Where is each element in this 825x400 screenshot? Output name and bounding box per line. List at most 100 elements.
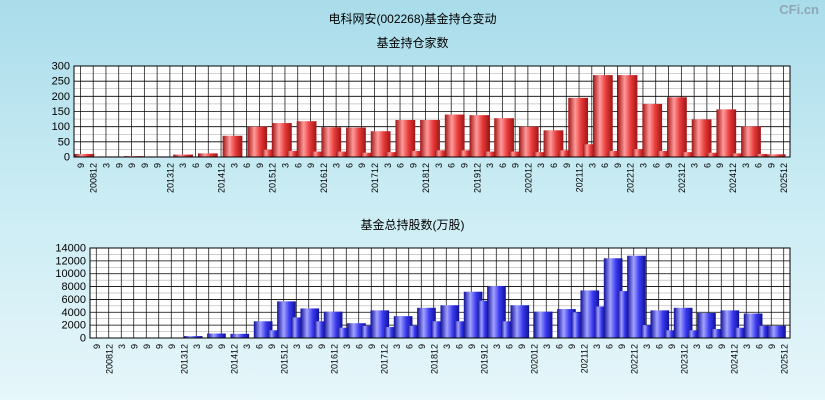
- bar: [296, 121, 317, 157]
- x-tick-label: 9: [511, 163, 521, 168]
- x-tick-label: 9: [317, 344, 327, 349]
- bar-secondary: [360, 152, 373, 157]
- y-tick-label: 6000: [62, 294, 86, 306]
- bar-secondary: [734, 327, 745, 338]
- x-tick-label: 6: [604, 344, 614, 349]
- x-tick-label: 9: [717, 344, 727, 349]
- bar-secondary: [484, 151, 496, 157]
- x-tick-label: 3: [442, 344, 452, 349]
- bar: [444, 114, 465, 157]
- x-tick-label: 202212: [629, 344, 639, 374]
- bar: [370, 131, 391, 157]
- x-tick-label: 6: [404, 344, 414, 349]
- x-tick-label: 9: [613, 163, 623, 168]
- bar-secondary: [641, 325, 652, 338]
- x-tick-label: 202312: [677, 163, 687, 193]
- x-tick-label: 201812: [421, 163, 431, 193]
- watermark-logo: CFi.cn: [779, 2, 819, 17]
- chart-title: 基金持仓家数: [376, 35, 448, 50]
- x-tick-label: 3: [741, 163, 751, 168]
- x-tick-label: 9: [567, 344, 577, 349]
- x-tick-label: 201412: [217, 163, 227, 193]
- x-tick-label: 6: [447, 163, 457, 168]
- bar-secondary: [291, 317, 302, 338]
- bar-secondary: [664, 330, 675, 338]
- x-tick-label: 6: [754, 163, 764, 168]
- x-tick-label: 9: [255, 163, 265, 168]
- y-tick-label: 0: [64, 152, 70, 164]
- x-tick-label: 6: [704, 344, 714, 349]
- x-tick-label: 9: [357, 163, 367, 168]
- x-tick-label: 6: [204, 344, 214, 349]
- bar: [667, 97, 687, 157]
- x-tick-label: 3: [117, 344, 127, 349]
- x-tick-label: 6: [191, 163, 201, 168]
- x-tick-label: 201712: [370, 163, 380, 193]
- x-tick-label: 9: [154, 344, 164, 349]
- bar-secondary: [594, 306, 605, 338]
- chart-title: 基金总持股数(万股): [361, 217, 465, 232]
- x-tick-label: 9: [153, 163, 163, 168]
- x-tick-label: 202312: [679, 344, 689, 374]
- x-tick-label: 202012: [529, 344, 539, 374]
- bar: [518, 126, 539, 157]
- bar-secondary: [385, 152, 397, 157]
- x-tick-label: 201512: [279, 344, 289, 374]
- bar: [765, 154, 786, 157]
- x-tick-label: 3: [178, 163, 188, 168]
- bar-secondary: [558, 150, 570, 157]
- bar: [691, 119, 712, 157]
- x-tick-label: 202512: [779, 344, 789, 374]
- x-tick-label: 201912: [479, 344, 489, 374]
- bar: [592, 75, 613, 157]
- bar: [230, 333, 250, 338]
- x-tick-label: 3: [242, 344, 252, 349]
- y-tick-label: 300: [52, 61, 70, 73]
- x-tick-label: 9: [267, 344, 277, 349]
- bar-secondary: [434, 150, 447, 157]
- y-tick-label: 250: [52, 76, 70, 88]
- bar-secondary: [314, 321, 325, 338]
- x-tick-label: 3: [485, 163, 495, 168]
- plot-frame: [89, 247, 791, 339]
- x-tick-label: 3: [192, 344, 202, 349]
- x-tick-label: 9: [667, 344, 677, 349]
- y-tick-label: 0: [80, 333, 86, 345]
- x-tick-label: 6: [754, 344, 764, 349]
- bar: [767, 325, 786, 338]
- x-tick-label: 3: [383, 163, 393, 168]
- bar: [741, 126, 761, 157]
- x-tick-label: 200812: [89, 163, 99, 193]
- bar: [74, 153, 95, 157]
- bar: [395, 119, 416, 157]
- x-tick-label: 3: [542, 344, 552, 349]
- x-tick-label: 9: [140, 163, 150, 168]
- bar-secondary: [571, 312, 582, 338]
- page-title: 电科网安(002268)基金持仓变动: [328, 12, 497, 26]
- x-tick-label: 3: [332, 163, 342, 168]
- bar: [716, 109, 737, 157]
- x-tick-label: 9: [408, 163, 418, 168]
- x-tick-label: 3: [492, 344, 502, 349]
- x-tick-label: 9: [417, 344, 427, 349]
- plot-frame: [73, 65, 791, 158]
- bar-secondary: [361, 325, 372, 338]
- bar-secondary: [454, 321, 465, 338]
- y-tick-label: 200: [52, 91, 70, 103]
- bar-secondary: [657, 150, 669, 157]
- x-tick-label: 9: [766, 163, 776, 168]
- x-tick-label: 6: [293, 163, 303, 168]
- bar-secondary: [706, 152, 718, 157]
- x-tick-label: 9: [367, 344, 377, 349]
- bar: [197, 153, 218, 157]
- x-tick-label: 202112: [575, 163, 585, 192]
- x-tick-label: 9: [204, 163, 214, 168]
- bar-secondary: [384, 327, 395, 338]
- bar-secondary: [501, 321, 512, 338]
- bar-secondary: [533, 152, 545, 157]
- bar-secondary: [617, 291, 629, 338]
- bar-secondary: [337, 327, 349, 338]
- bar: [617, 75, 638, 157]
- bar: [494, 118, 514, 157]
- x-tick-label: 9: [562, 163, 572, 168]
